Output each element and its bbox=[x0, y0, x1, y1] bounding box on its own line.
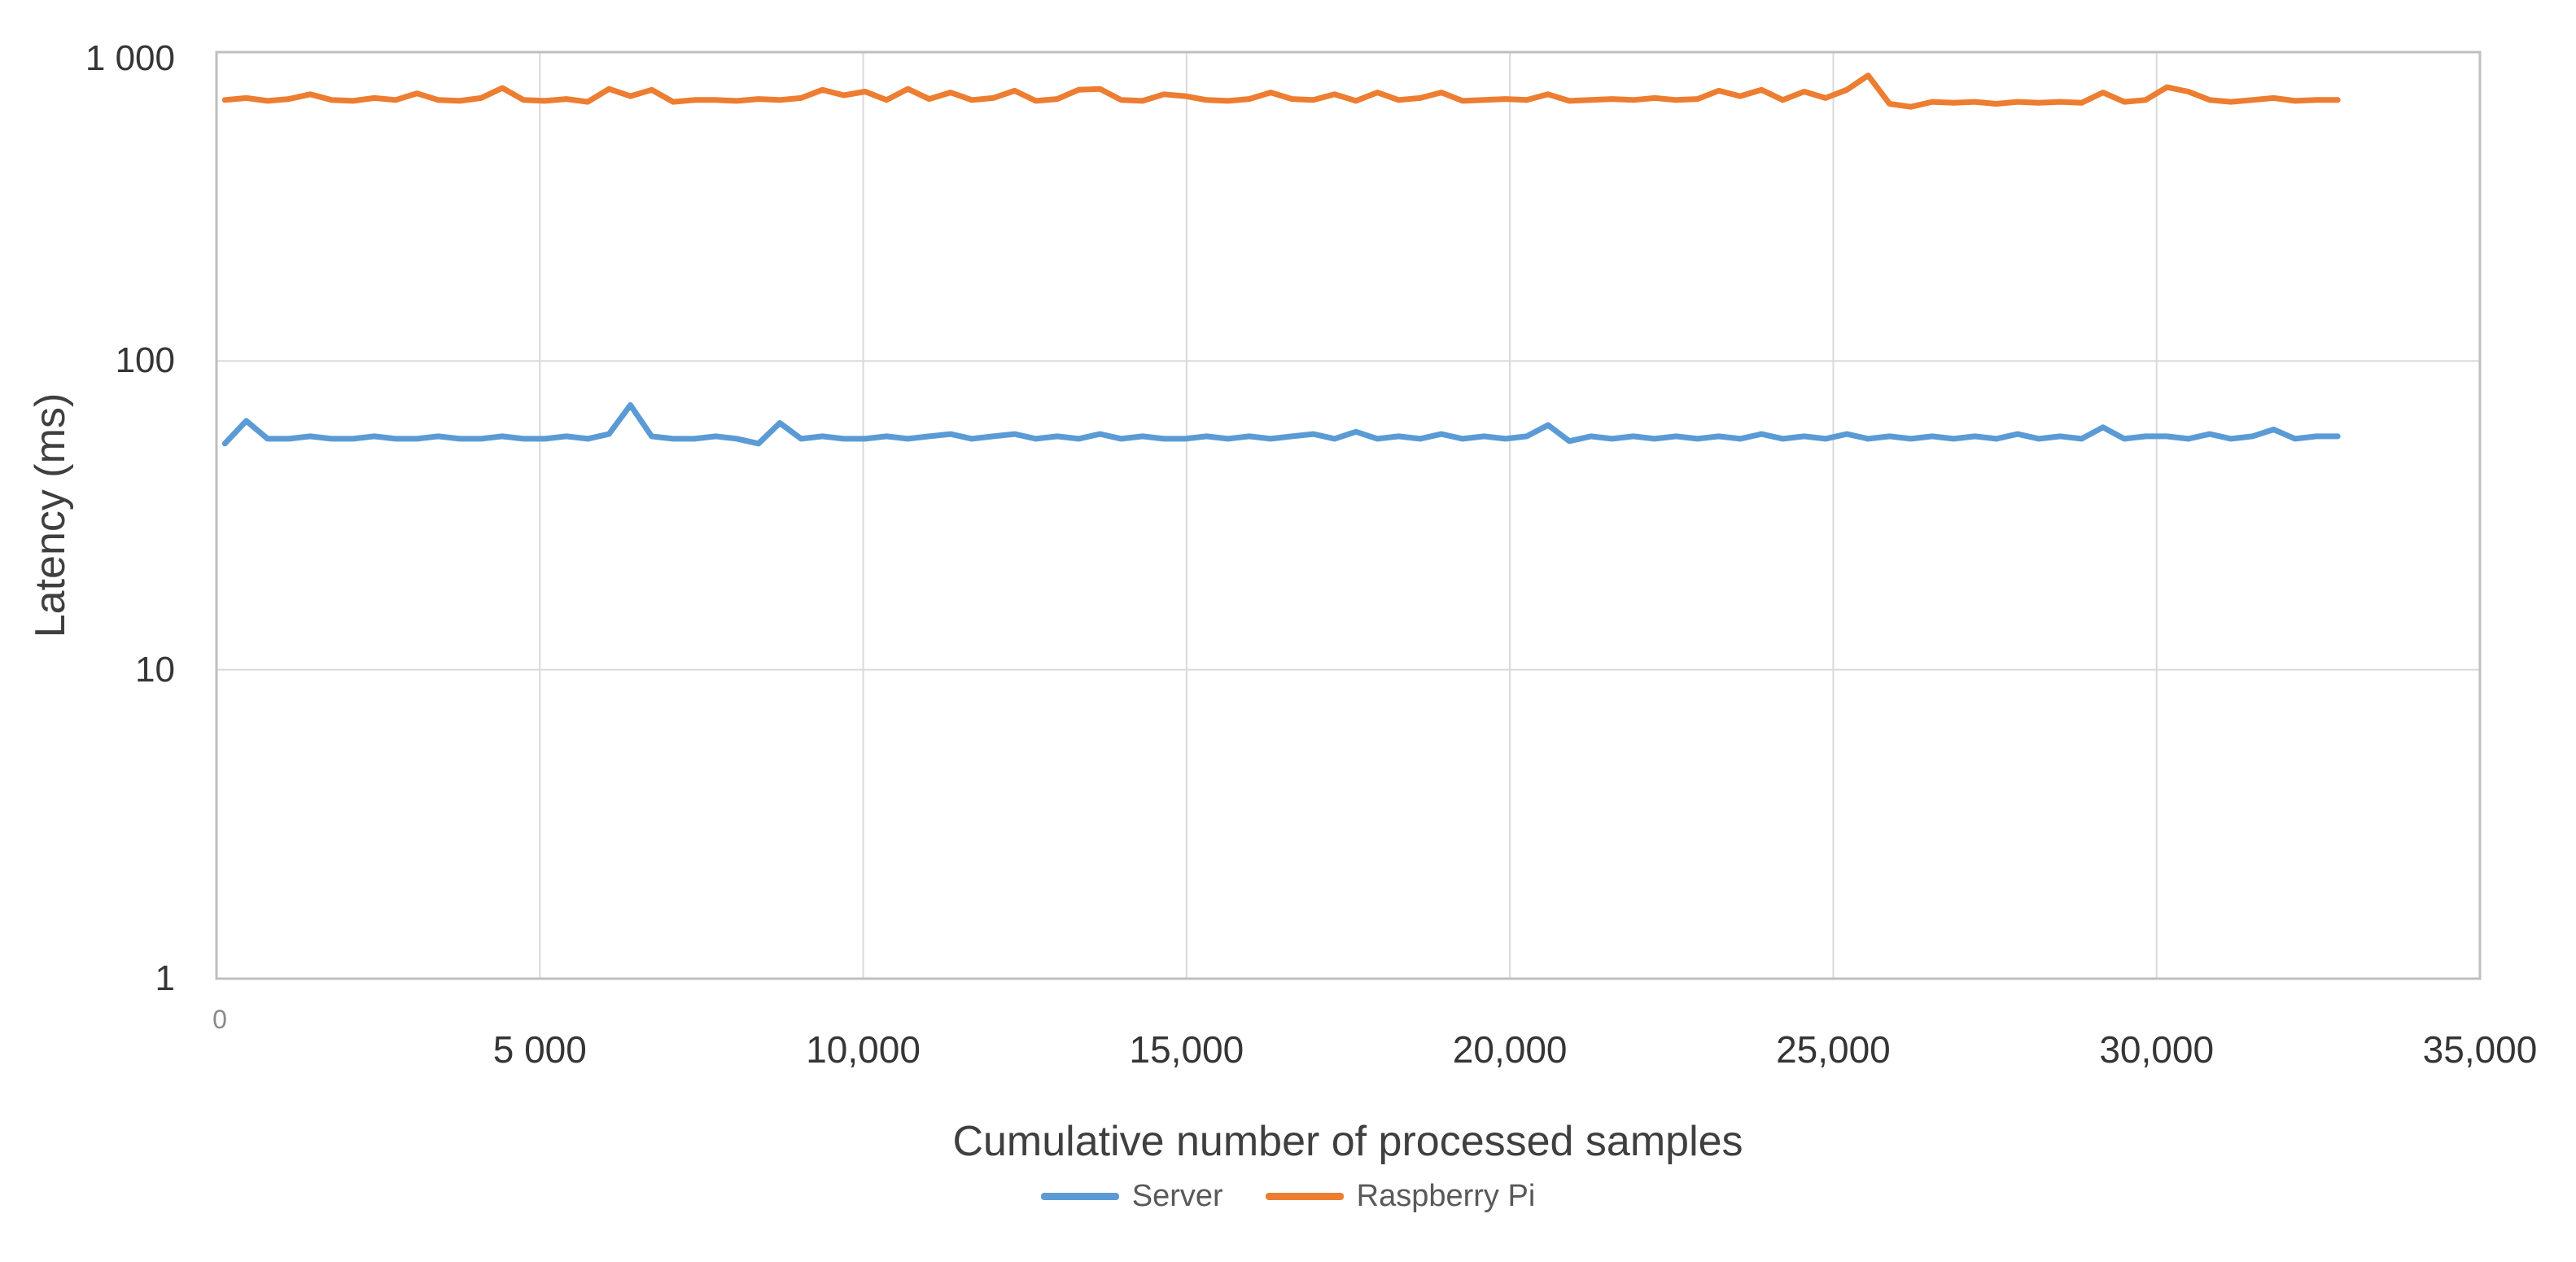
plot-border bbox=[215, 50, 2482, 980]
y-tick-label: 1 bbox=[155, 958, 175, 998]
x-tick-label: 15,000 bbox=[1129, 1028, 1244, 1071]
legend-label: Server bbox=[1131, 1179, 1223, 1213]
legend: Server Raspberry Pi bbox=[0, 1179, 2576, 1214]
y-tick-label: 10 bbox=[135, 649, 175, 690]
x-tick-label: 10,000 bbox=[806, 1028, 921, 1071]
y-axis-title: Latency (ms) bbox=[27, 392, 74, 638]
legend-line-icon bbox=[1265, 1193, 1344, 1200]
x-tick-label: 25,000 bbox=[1776, 1028, 1891, 1071]
series-line-raspberry-pi bbox=[221, 72, 2341, 110]
x-tick-label: 35,000 bbox=[2422, 1028, 2538, 1071]
y-tick-label: 1 000 bbox=[85, 38, 175, 78]
x-tick-label: 5 000 bbox=[492, 1028, 587, 1071]
x-axis-title: Cumulative number of processed samples bbox=[952, 1118, 1743, 1165]
x-tick-label: 0 bbox=[212, 1005, 227, 1034]
y-tick-label: 100 bbox=[115, 340, 175, 381]
series-line-server bbox=[221, 402, 2341, 447]
legend-item-server: Server bbox=[1040, 1179, 1223, 1214]
legend-line-icon bbox=[1040, 1193, 1119, 1200]
legend-label: Raspberry Pi bbox=[1356, 1179, 1536, 1213]
x-tick-label: 20,000 bbox=[1452, 1028, 1568, 1071]
legend-item-raspberry-pi: Raspberry Pi bbox=[1265, 1179, 1536, 1214]
x-tick-label: 30,000 bbox=[2099, 1028, 2215, 1071]
